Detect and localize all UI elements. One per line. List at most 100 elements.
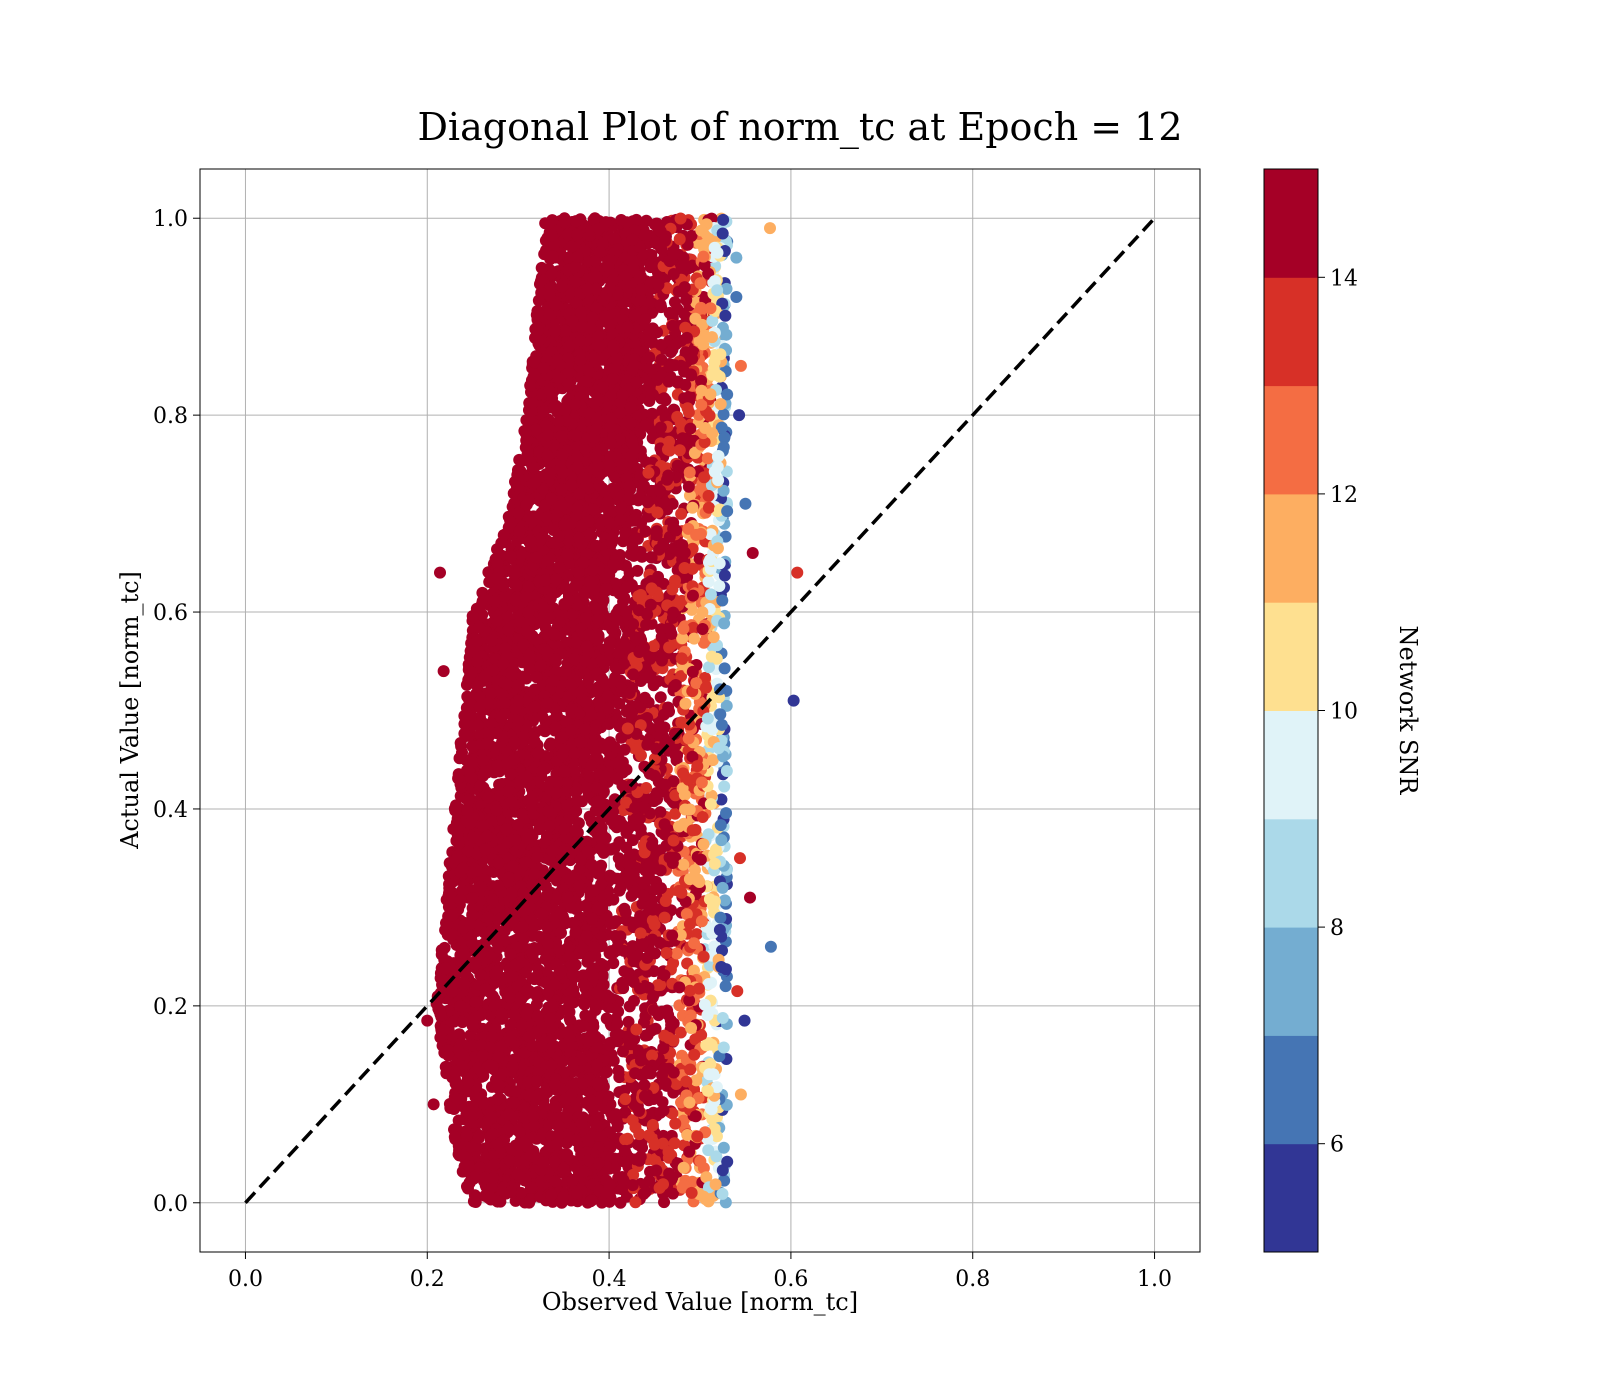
scatter-point bbox=[650, 525, 663, 538]
scatter-point bbox=[690, 677, 703, 690]
scatter-point bbox=[682, 406, 695, 419]
scatter-point bbox=[651, 979, 664, 992]
scatter-point bbox=[637, 1187, 650, 1200]
scatter-point bbox=[662, 469, 675, 482]
scatter-point bbox=[708, 1122, 721, 1135]
scatter-point bbox=[608, 872, 621, 885]
scatter-point bbox=[634, 749, 647, 762]
scatter-point bbox=[658, 969, 671, 982]
scatter-point bbox=[622, 704, 635, 717]
scatter-point bbox=[653, 720, 666, 733]
scatter-point bbox=[712, 474, 725, 487]
scatter-point bbox=[721, 505, 734, 518]
scatter-point bbox=[611, 756, 624, 769]
scatter-point bbox=[670, 947, 683, 960]
scatter-point bbox=[586, 1103, 599, 1116]
scatter-point bbox=[657, 1178, 670, 1191]
scatter-point bbox=[619, 1133, 632, 1146]
scatter-point bbox=[607, 1054, 620, 1067]
scatter-point bbox=[655, 353, 668, 366]
scatter-point bbox=[717, 1041, 730, 1054]
scatter-point bbox=[641, 1064, 654, 1077]
scatter-point bbox=[720, 807, 733, 820]
scatter-point bbox=[717, 1141, 730, 1154]
scatter-point bbox=[694, 853, 707, 866]
scatter-point bbox=[700, 1039, 713, 1052]
scatter-point bbox=[695, 1029, 708, 1042]
scatter-point bbox=[702, 575, 715, 588]
scatter-point bbox=[658, 828, 671, 841]
scatter-point bbox=[654, 484, 667, 497]
scatter-point bbox=[678, 365, 691, 378]
scatter-point bbox=[685, 1186, 698, 1199]
scatter-point bbox=[630, 727, 643, 740]
scatter-point bbox=[626, 1179, 639, 1192]
scatter-point bbox=[679, 378, 692, 391]
scatter-point bbox=[630, 532, 643, 545]
scatter-point bbox=[621, 857, 634, 870]
scatter-point bbox=[708, 275, 721, 288]
scatter-point bbox=[713, 580, 726, 593]
scatter-point bbox=[645, 582, 658, 595]
scatter-point bbox=[627, 668, 640, 681]
scatter-point bbox=[638, 419, 651, 432]
scatter-point bbox=[627, 1168, 640, 1181]
scatter-point bbox=[613, 1071, 626, 1084]
scatter-point bbox=[647, 640, 660, 653]
scatter-point bbox=[705, 650, 718, 663]
scatter-point bbox=[687, 964, 700, 977]
scatter-point bbox=[667, 957, 680, 970]
scatter-point bbox=[719, 980, 732, 993]
scatter-point bbox=[674, 417, 687, 430]
scatter-point bbox=[696, 606, 709, 619]
scatter-point bbox=[695, 384, 708, 397]
scatter-point bbox=[697, 250, 710, 263]
scatter-point bbox=[703, 409, 716, 422]
scatter-point bbox=[617, 1155, 630, 1168]
scatter-point bbox=[683, 918, 696, 931]
scatter-point bbox=[702, 978, 715, 991]
scatter-point bbox=[683, 466, 696, 479]
scatter-point bbox=[608, 929, 621, 942]
scatter-point bbox=[667, 1066, 680, 1079]
scatter-point bbox=[718, 780, 731, 793]
scatter-point bbox=[711, 450, 724, 463]
scatter-point bbox=[467, 1195, 480, 1208]
scatter-point bbox=[461, 1182, 474, 1195]
scatter-point bbox=[657, 1104, 670, 1117]
scatter-point bbox=[676, 432, 689, 445]
scatter-point bbox=[692, 982, 705, 995]
scatter-point bbox=[714, 348, 727, 361]
scatter-point bbox=[710, 1150, 723, 1163]
scatter-point bbox=[675, 1096, 688, 1109]
scatter-point bbox=[707, 631, 720, 644]
scatter-point bbox=[703, 1068, 716, 1081]
scatter-point bbox=[609, 661, 622, 674]
scatter-point bbox=[658, 392, 671, 405]
scatter-point bbox=[720, 282, 733, 295]
scatter-point bbox=[612, 1028, 625, 1041]
scatter-point bbox=[694, 527, 707, 540]
scatter-point bbox=[677, 622, 690, 635]
scatter-point bbox=[721, 388, 734, 401]
scatter-point bbox=[667, 1034, 680, 1047]
scatter-point bbox=[702, 501, 715, 514]
scatter-point bbox=[636, 550, 649, 563]
scatter-point bbox=[600, 1012, 613, 1025]
scatter-point bbox=[658, 911, 671, 924]
scatter-point bbox=[652, 278, 665, 291]
scatter-point bbox=[638, 691, 651, 704]
scatter-point bbox=[663, 444, 676, 457]
scatter-point bbox=[705, 331, 718, 344]
scatter-point bbox=[607, 815, 620, 828]
scatter-point bbox=[654, 421, 667, 434]
scatter-point bbox=[711, 542, 724, 555]
scatter-point bbox=[668, 1137, 681, 1150]
scatter-point bbox=[716, 227, 729, 240]
scatter-point bbox=[704, 798, 717, 811]
scatter-point bbox=[709, 843, 722, 856]
scatter-point bbox=[717, 213, 730, 226]
scatter-point bbox=[715, 718, 728, 731]
scatter-point bbox=[626, 1114, 639, 1127]
scatter-point bbox=[646, 903, 659, 916]
